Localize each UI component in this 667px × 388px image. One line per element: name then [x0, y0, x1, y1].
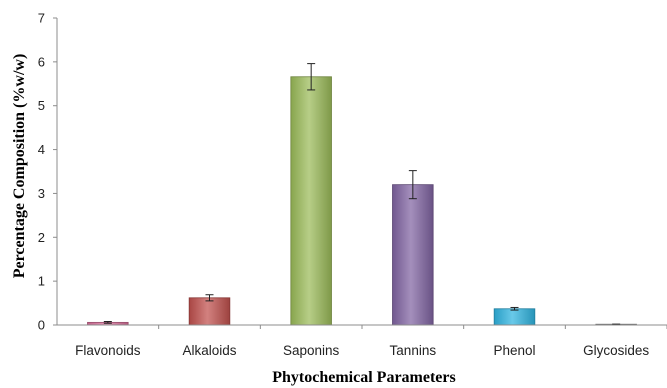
y-tick-label: 5 — [38, 98, 45, 113]
x-tick-label: Phenol — [493, 343, 535, 358]
y-tick-label: 2 — [38, 230, 45, 245]
bar-saponins — [290, 76, 332, 326]
y-tick-label: 4 — [38, 142, 45, 157]
bar-phenol — [493, 308, 536, 326]
bar-alkaloids — [188, 297, 231, 326]
x-tick-label: Flavonoids — [75, 343, 141, 358]
y-tick-label: 3 — [38, 186, 45, 201]
y-tick-label: 1 — [38, 274, 45, 289]
y-tick-label: 0 — [38, 318, 45, 333]
x-axis-labels: Flavonoids Alkaloids Saponins Tannins Phenol… — [75, 325, 667, 358]
bar-tannins — [392, 184, 434, 326]
x-tick-label: Glycosides — [583, 343, 649, 358]
x-axis-title: Phytochemical Parameters — [272, 369, 455, 386]
error-bars-group — [103, 63, 621, 326]
y-tick-label: 6 — [38, 54, 45, 69]
bars-group — [87, 76, 637, 326]
y-axis-title: Percentage Composition (%w/w) — [11, 54, 28, 279]
x-tick-label: Tannins — [390, 343, 437, 358]
y-axis-ticks: 0 1 2 3 4 5 6 7 — [38, 11, 57, 333]
x-tick-label: Alkaloids — [182, 343, 236, 358]
y-tick-label: 7 — [38, 11, 45, 26]
x-tick-label: Saponins — [283, 343, 340, 358]
